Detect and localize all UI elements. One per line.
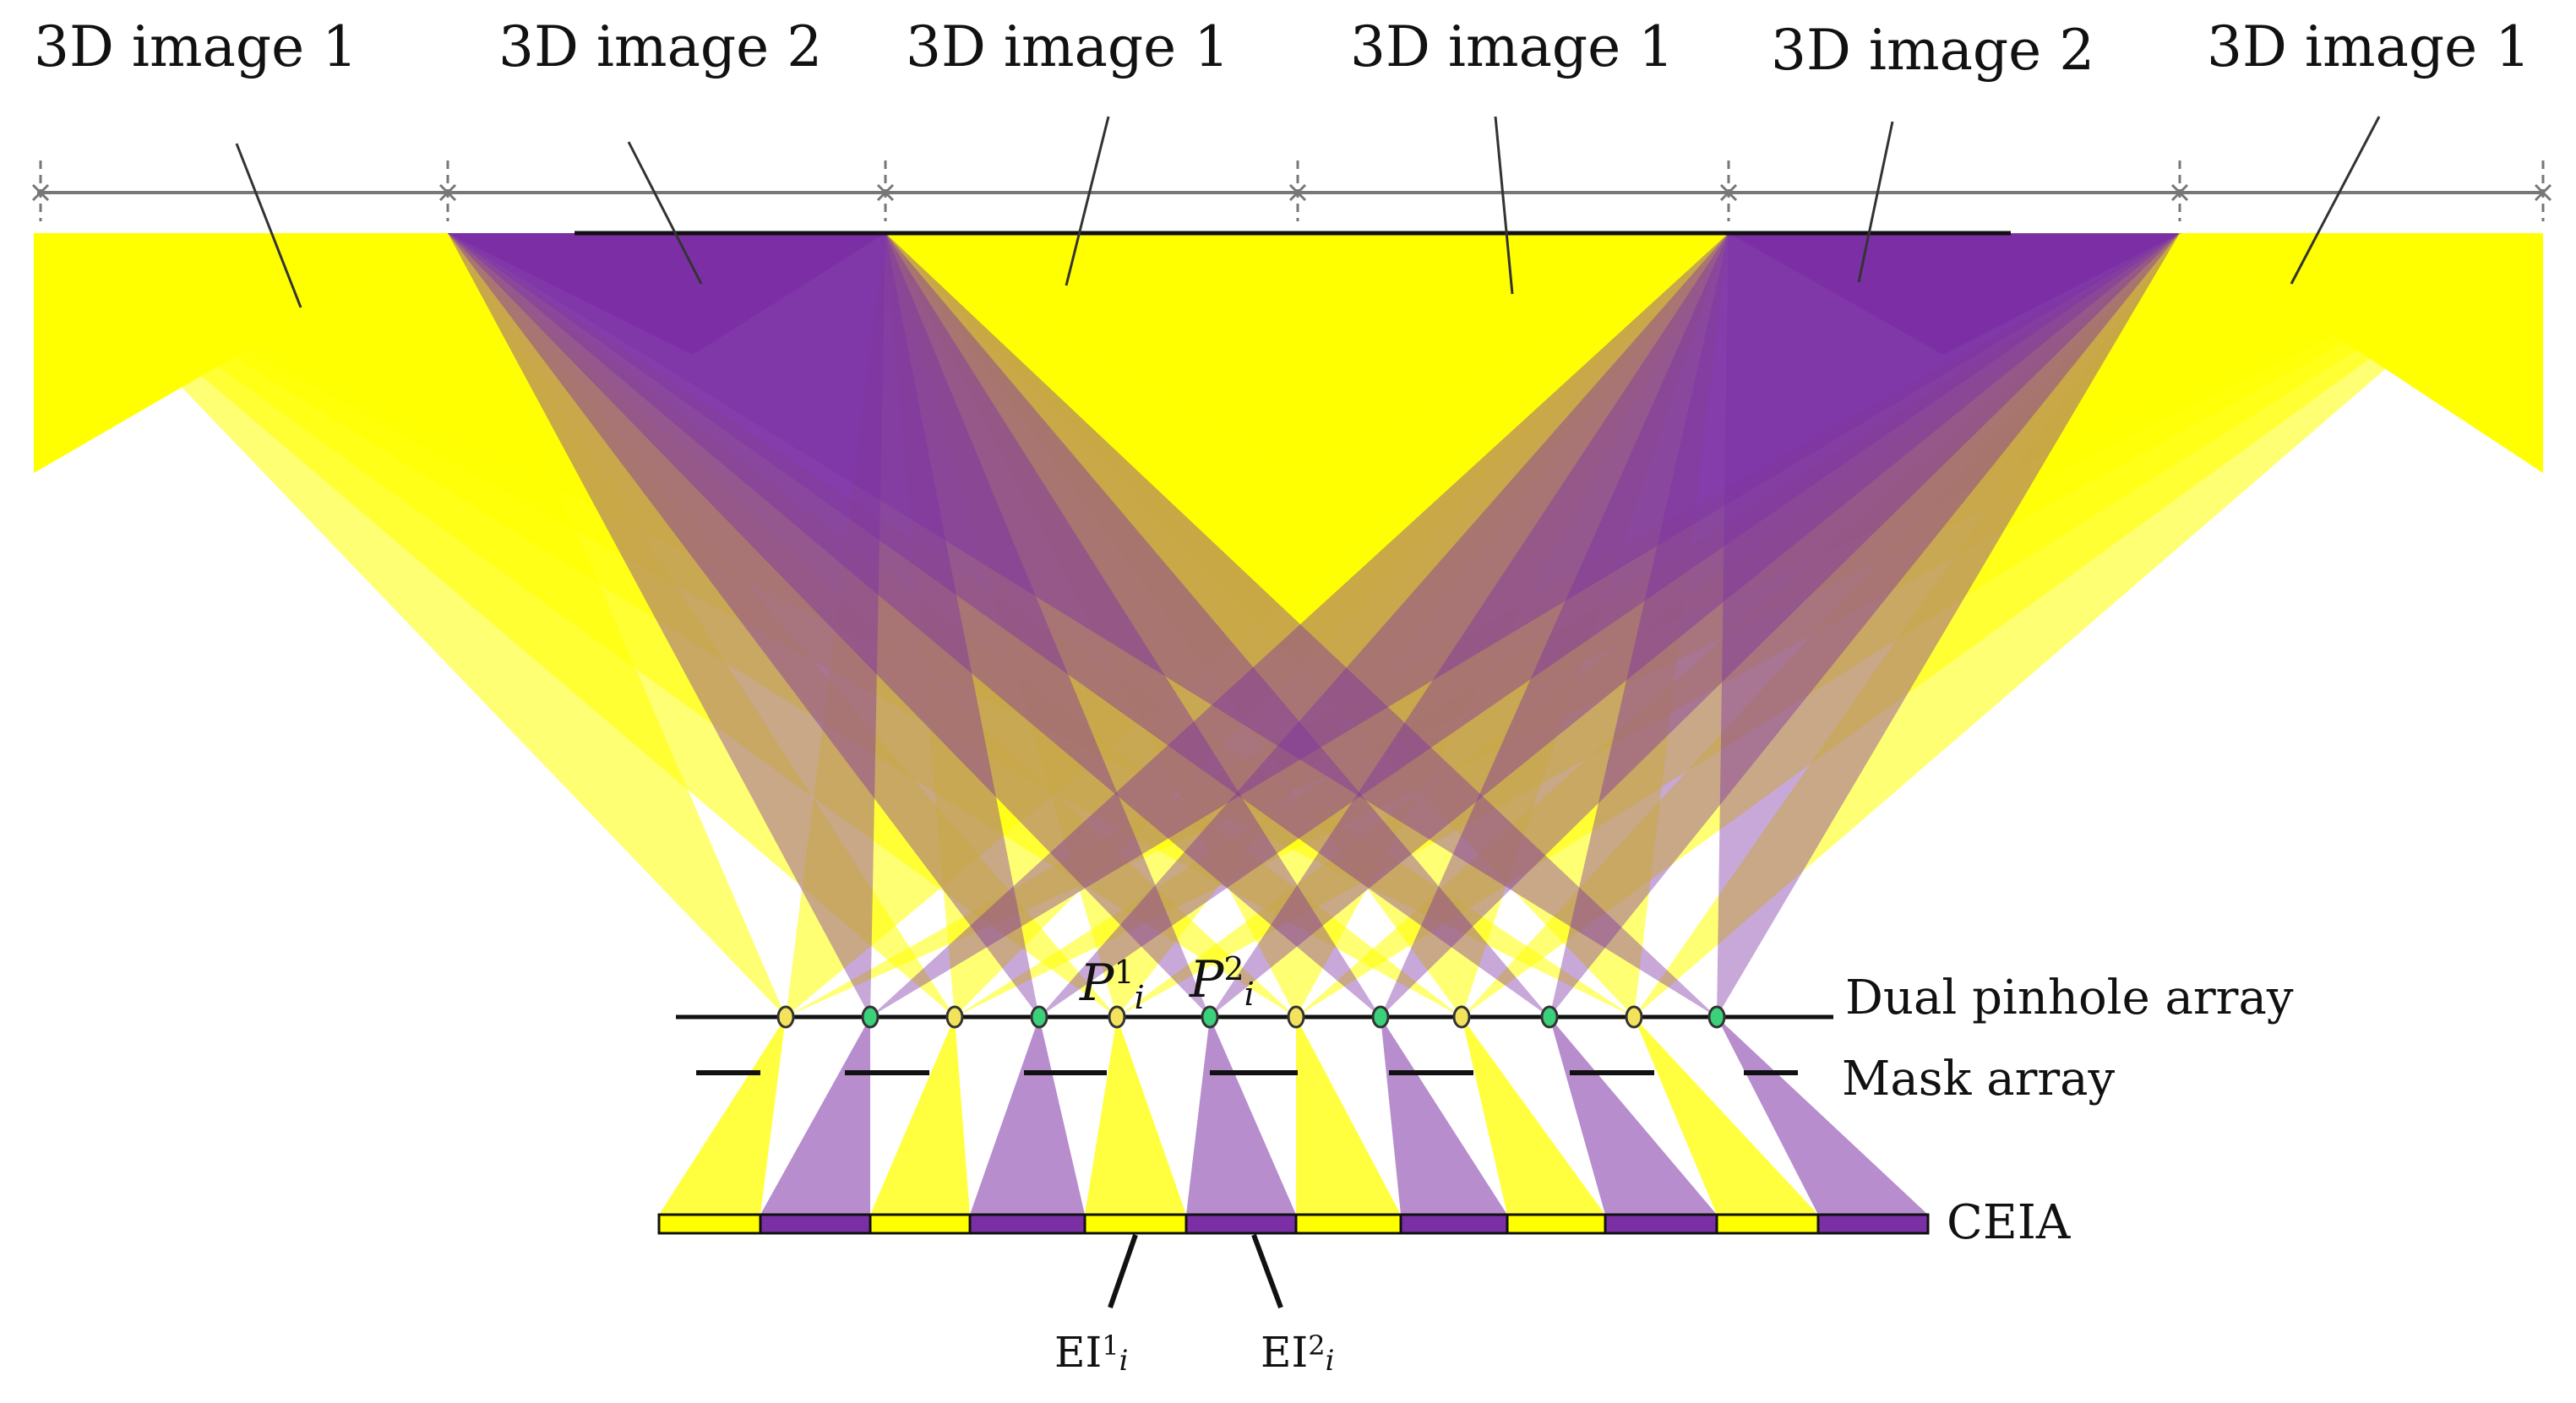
pinhole-1-11 xyxy=(1625,1005,1643,1029)
mask-array-label: Mask array xyxy=(1842,1052,2116,1107)
pinhole-2-10 xyxy=(1540,1005,1559,1029)
pinhole-2-12 xyxy=(1707,1005,1726,1029)
beam-up-2-3-1 xyxy=(1039,233,2180,1017)
dual-pinhole-array-label: Dual pinhole array xyxy=(1845,971,2294,1025)
pinhole-2-2 xyxy=(861,1005,880,1029)
beam-up-2-11-0 xyxy=(448,233,1717,1017)
beam-down-1-4 xyxy=(1085,1017,1186,1215)
pinhole-symbol-2: P2i xyxy=(1189,950,1255,1013)
zone-fill-3 xyxy=(885,233,1729,473)
ceia-segment-1-9 xyxy=(1506,1213,1607,1235)
zone-leader-6 xyxy=(2290,116,2381,285)
label-leader-lines xyxy=(235,116,2381,308)
elemental-image-2-label: EI2i xyxy=(1261,1328,1334,1378)
zone-label-6: 3D image 1 xyxy=(2207,14,2530,79)
zone-fill-5 xyxy=(1729,233,2180,355)
dimension-cross-2 xyxy=(876,183,895,202)
beam-up-2-5-1 xyxy=(1210,233,2180,1017)
dimension-cross-3 xyxy=(1288,183,1307,202)
zone-label-5: 3D image 2 xyxy=(1771,18,2094,83)
beam-down-1-0 xyxy=(659,1017,786,1215)
dimension-cross-5 xyxy=(2170,183,2189,202)
beam-up-2-3-0 xyxy=(448,233,1039,1017)
ceia-label: CEIA xyxy=(1947,1195,2071,1250)
beam-down-2-1 xyxy=(760,1017,870,1215)
pinhole-2-8 xyxy=(1371,1005,1390,1029)
dimension-line xyxy=(31,160,2552,221)
beam-up-1-8-0 xyxy=(34,233,1462,1017)
beam-down-1-10 xyxy=(1634,1017,1818,1215)
pinhole-1-9 xyxy=(1452,1005,1471,1029)
beam-down-1-6 xyxy=(1296,1017,1401,1215)
pinhole-1-5 xyxy=(1108,1005,1126,1029)
beam-up-2-11-1 xyxy=(1717,233,2180,1017)
ceia-strip xyxy=(657,1213,1930,1235)
beam-up-2-9-0 xyxy=(448,233,1549,1017)
beam-up-2-5-0 xyxy=(448,233,1210,1017)
beam-up-1-10-2 xyxy=(1634,233,2543,1017)
beam-up-1-0-0 xyxy=(34,233,786,1017)
zone-fill-2 xyxy=(448,233,885,355)
zone-label-2: 3D image 2 xyxy=(498,14,822,79)
zone-label-4: 3D image 1 xyxy=(1350,14,1674,79)
zone-leader-5 xyxy=(1857,121,1894,283)
ceia-segment-2-6 xyxy=(1185,1213,1298,1235)
3d-image-zones xyxy=(34,231,2543,473)
ei1-leader xyxy=(1108,1234,1138,1308)
beam-up-2-1-0 xyxy=(448,233,885,1017)
zone-leader-4 xyxy=(1494,116,1514,295)
zone-label-1: 3D image 1 xyxy=(34,14,357,79)
pinhole-1-3 xyxy=(945,1005,964,1029)
zone-label-3: 3D image 1 xyxy=(906,14,1229,79)
beam-up-2-1-1 xyxy=(870,233,2180,1017)
dimension-cross-1 xyxy=(438,183,457,202)
beam-down-2-11 xyxy=(1717,1017,1928,1215)
zone-leader-3 xyxy=(1065,116,1110,286)
ceia-segment-2-10 xyxy=(1604,1213,1718,1235)
beam-down-2-9 xyxy=(1549,1017,1717,1215)
dimension-cross-6 xyxy=(2534,183,2552,202)
image-1-light-beams xyxy=(34,233,2543,1215)
image-2-light-beams xyxy=(448,233,2180,1215)
ceia-segment-2-12 xyxy=(1816,1213,1930,1235)
pinhole-2-4 xyxy=(1030,1005,1048,1029)
ceia-segment-1-7 xyxy=(1294,1213,1402,1235)
beam-down-2-5 xyxy=(1186,1017,1296,1215)
beam-down-2-3 xyxy=(970,1017,1085,1215)
beam-up-1-4-0 xyxy=(34,233,1117,1017)
ceia-segment-2-8 xyxy=(1399,1213,1509,1235)
ceia-segment-1-11 xyxy=(1715,1213,1820,1235)
zone-fill-6 xyxy=(2180,233,2543,473)
beam-up-2-9-1 xyxy=(1549,233,2180,1017)
dimension-cross-0 xyxy=(31,183,50,202)
pinhole-symbol-1: P1i xyxy=(1079,954,1145,1016)
elemental-image-1-label: EI1i xyxy=(1054,1328,1128,1378)
zone-leader-1 xyxy=(235,143,302,308)
ceia-segment-1-1 xyxy=(657,1213,762,1235)
zone-labels: 3D image 1 3D image 2 3D image 1 3D imag… xyxy=(34,14,2530,83)
dimension-cross-4 xyxy=(1719,183,1738,202)
beam-up-1-10-1 xyxy=(885,233,1729,1017)
ceia-segment-2-2 xyxy=(759,1213,872,1235)
pinhole-1-1 xyxy=(776,1005,795,1029)
ceia-segment-1-5 xyxy=(1083,1213,1188,1235)
beam-down-1-2 xyxy=(870,1017,970,1215)
pinholes xyxy=(776,1005,1726,1029)
beam-up-1-6-0 xyxy=(34,233,1296,1017)
pinhole-1-7 xyxy=(1287,1005,1305,1029)
ceia-segment-1-3 xyxy=(869,1213,972,1235)
ceia-segment-2-4 xyxy=(968,1213,1086,1235)
zone-leader-2 xyxy=(627,141,703,285)
beam-up-2-7-1 xyxy=(1381,233,2180,1017)
beam-up-1-2-0 xyxy=(34,233,955,1017)
zone-fill-1 xyxy=(34,233,448,473)
pinhole-2-6 xyxy=(1201,1005,1219,1029)
beam-down-2-7 xyxy=(1381,1017,1507,1215)
beam-up-1-10-0 xyxy=(34,233,1634,1017)
ei2-leader xyxy=(1251,1233,1283,1309)
beam-up-2-7-0 xyxy=(448,233,1381,1017)
beam-down-1-8 xyxy=(1462,1017,1605,1215)
